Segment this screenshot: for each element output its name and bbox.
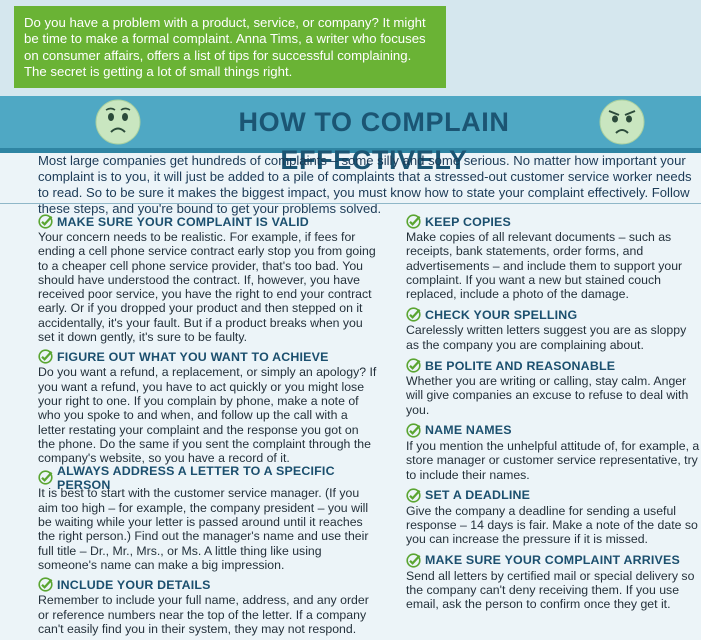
tip-body: Carelessly written letters suggest you a… <box>406 323 687 352</box>
divider <box>0 203 701 204</box>
tip-item: MAKE SURE YOUR COMPLAINT ARRIVES Send al… <box>406 552 700 612</box>
tip-heading: MAKE SURE YOUR COMPLAINT ARRIVES <box>406 552 700 569</box>
tip-item: MAKE SURE YOUR COMPLAINT IS VALID Your c… <box>38 213 378 344</box>
tip-item: FIGURE OUT WHAT YOU WANT TO ACHIEVE Do y… <box>38 348 378 465</box>
check-icon <box>406 423 421 438</box>
tip-item: CHECK YOUR SPELLING Carelessly written l… <box>406 306 700 352</box>
tip-heading: MAKE SURE YOUR COMPLAINT IS VALID <box>38 213 378 230</box>
page-title: HOW TO COMPLAIN EFFECTIVELY <box>238 107 510 175</box>
tip-heading: KEEP COPIES <box>406 213 700 230</box>
check-icon <box>406 358 421 373</box>
tip-title: SET A DEADLINE <box>425 488 531 503</box>
tip-body: Your concern needs to be realistic. For … <box>38 230 376 345</box>
intro-box: Do you have a problem with a product, se… <box>14 6 446 88</box>
tip-item: INCLUDE YOUR DETAILS Remember to include… <box>38 576 378 636</box>
tip-title: BE POLITE AND REASONABLE <box>425 358 616 373</box>
check-icon <box>38 470 53 486</box>
tip-title: NAME NAMES <box>425 423 512 438</box>
tip-heading: SET A DEADLINE <box>406 487 700 504</box>
tip-item: ALWAYS ADDRESS A LETTER TO A SPECIFIC PE… <box>38 464 378 572</box>
tip-item: BE POLITE AND REASONABLE Whether you are… <box>406 357 700 417</box>
lead-paragraph: Most large companies get hundreds of com… <box>38 153 692 216</box>
check-icon <box>406 488 421 503</box>
tip-title: CHECK YOUR SPELLING <box>425 307 578 322</box>
tip-body: Do you want a refund, a replacement, or … <box>38 365 377 466</box>
tip-title: KEEP COPIES <box>425 214 511 229</box>
tip-heading: NAME NAMES <box>406 422 700 439</box>
tip-body: Send all letters by certified mail or sp… <box>406 568 695 612</box>
left-column: MAKE SURE YOUR COMPLAINT IS VALID Your c… <box>38 213 378 640</box>
check-icon <box>38 349 53 364</box>
tip-body: Give the company a deadline for sending … <box>406 503 698 547</box>
tip-title: FIGURE OUT WHAT YOU WANT TO ACHIEVE <box>57 349 329 364</box>
tip-heading: FIGURE OUT WHAT YOU WANT TO ACHIEVE <box>38 348 378 365</box>
intro-text: Do you have a problem with a product, se… <box>24 15 426 80</box>
tip-heading: BE POLITE AND REASONABLE <box>406 357 700 374</box>
title-strip <box>0 148 701 153</box>
tip-title: MAKE SURE YOUR COMPLAINT ARRIVES <box>425 553 680 568</box>
check-icon <box>406 214 421 229</box>
check-icon <box>38 214 53 229</box>
tip-title: MAKE SURE YOUR COMPLAINT IS VALID <box>57 214 309 229</box>
tip-item: SET A DEADLINE Give the company a deadli… <box>406 487 700 547</box>
tip-body: Whether you are writing or calling, stay… <box>406 374 689 417</box>
tip-heading: ALWAYS ADDRESS A LETTER TO A SPECIFIC PE… <box>38 464 378 492</box>
tip-body: If you mention the unhelpful attitude of… <box>406 438 700 482</box>
right-column: KEEP COPIES Make copies of all relevant … <box>406 213 700 617</box>
worried-face-icon <box>95 99 141 145</box>
check-icon <box>406 553 421 568</box>
tip-item: KEEP COPIES Make copies of all relevant … <box>406 213 700 301</box>
tip-item: NAME NAMES If you mention the unhelpful … <box>406 422 700 482</box>
tip-body: It is best to start with the customer se… <box>38 486 369 572</box>
angry-face-icon <box>599 99 645 145</box>
tip-title: INCLUDE YOUR DETAILS <box>57 577 211 592</box>
check-icon <box>406 307 421 323</box>
tip-heading: CHECK YOUR SPELLING <box>406 306 700 323</box>
tip-body: Make copies of all relevant documents – … <box>406 230 683 302</box>
check-icon <box>38 577 53 592</box>
tip-heading: INCLUDE YOUR DETAILS <box>38 576 378 593</box>
tip-title: ALWAYS ADDRESS A LETTER TO A SPECIFIC PE… <box>57 463 335 492</box>
